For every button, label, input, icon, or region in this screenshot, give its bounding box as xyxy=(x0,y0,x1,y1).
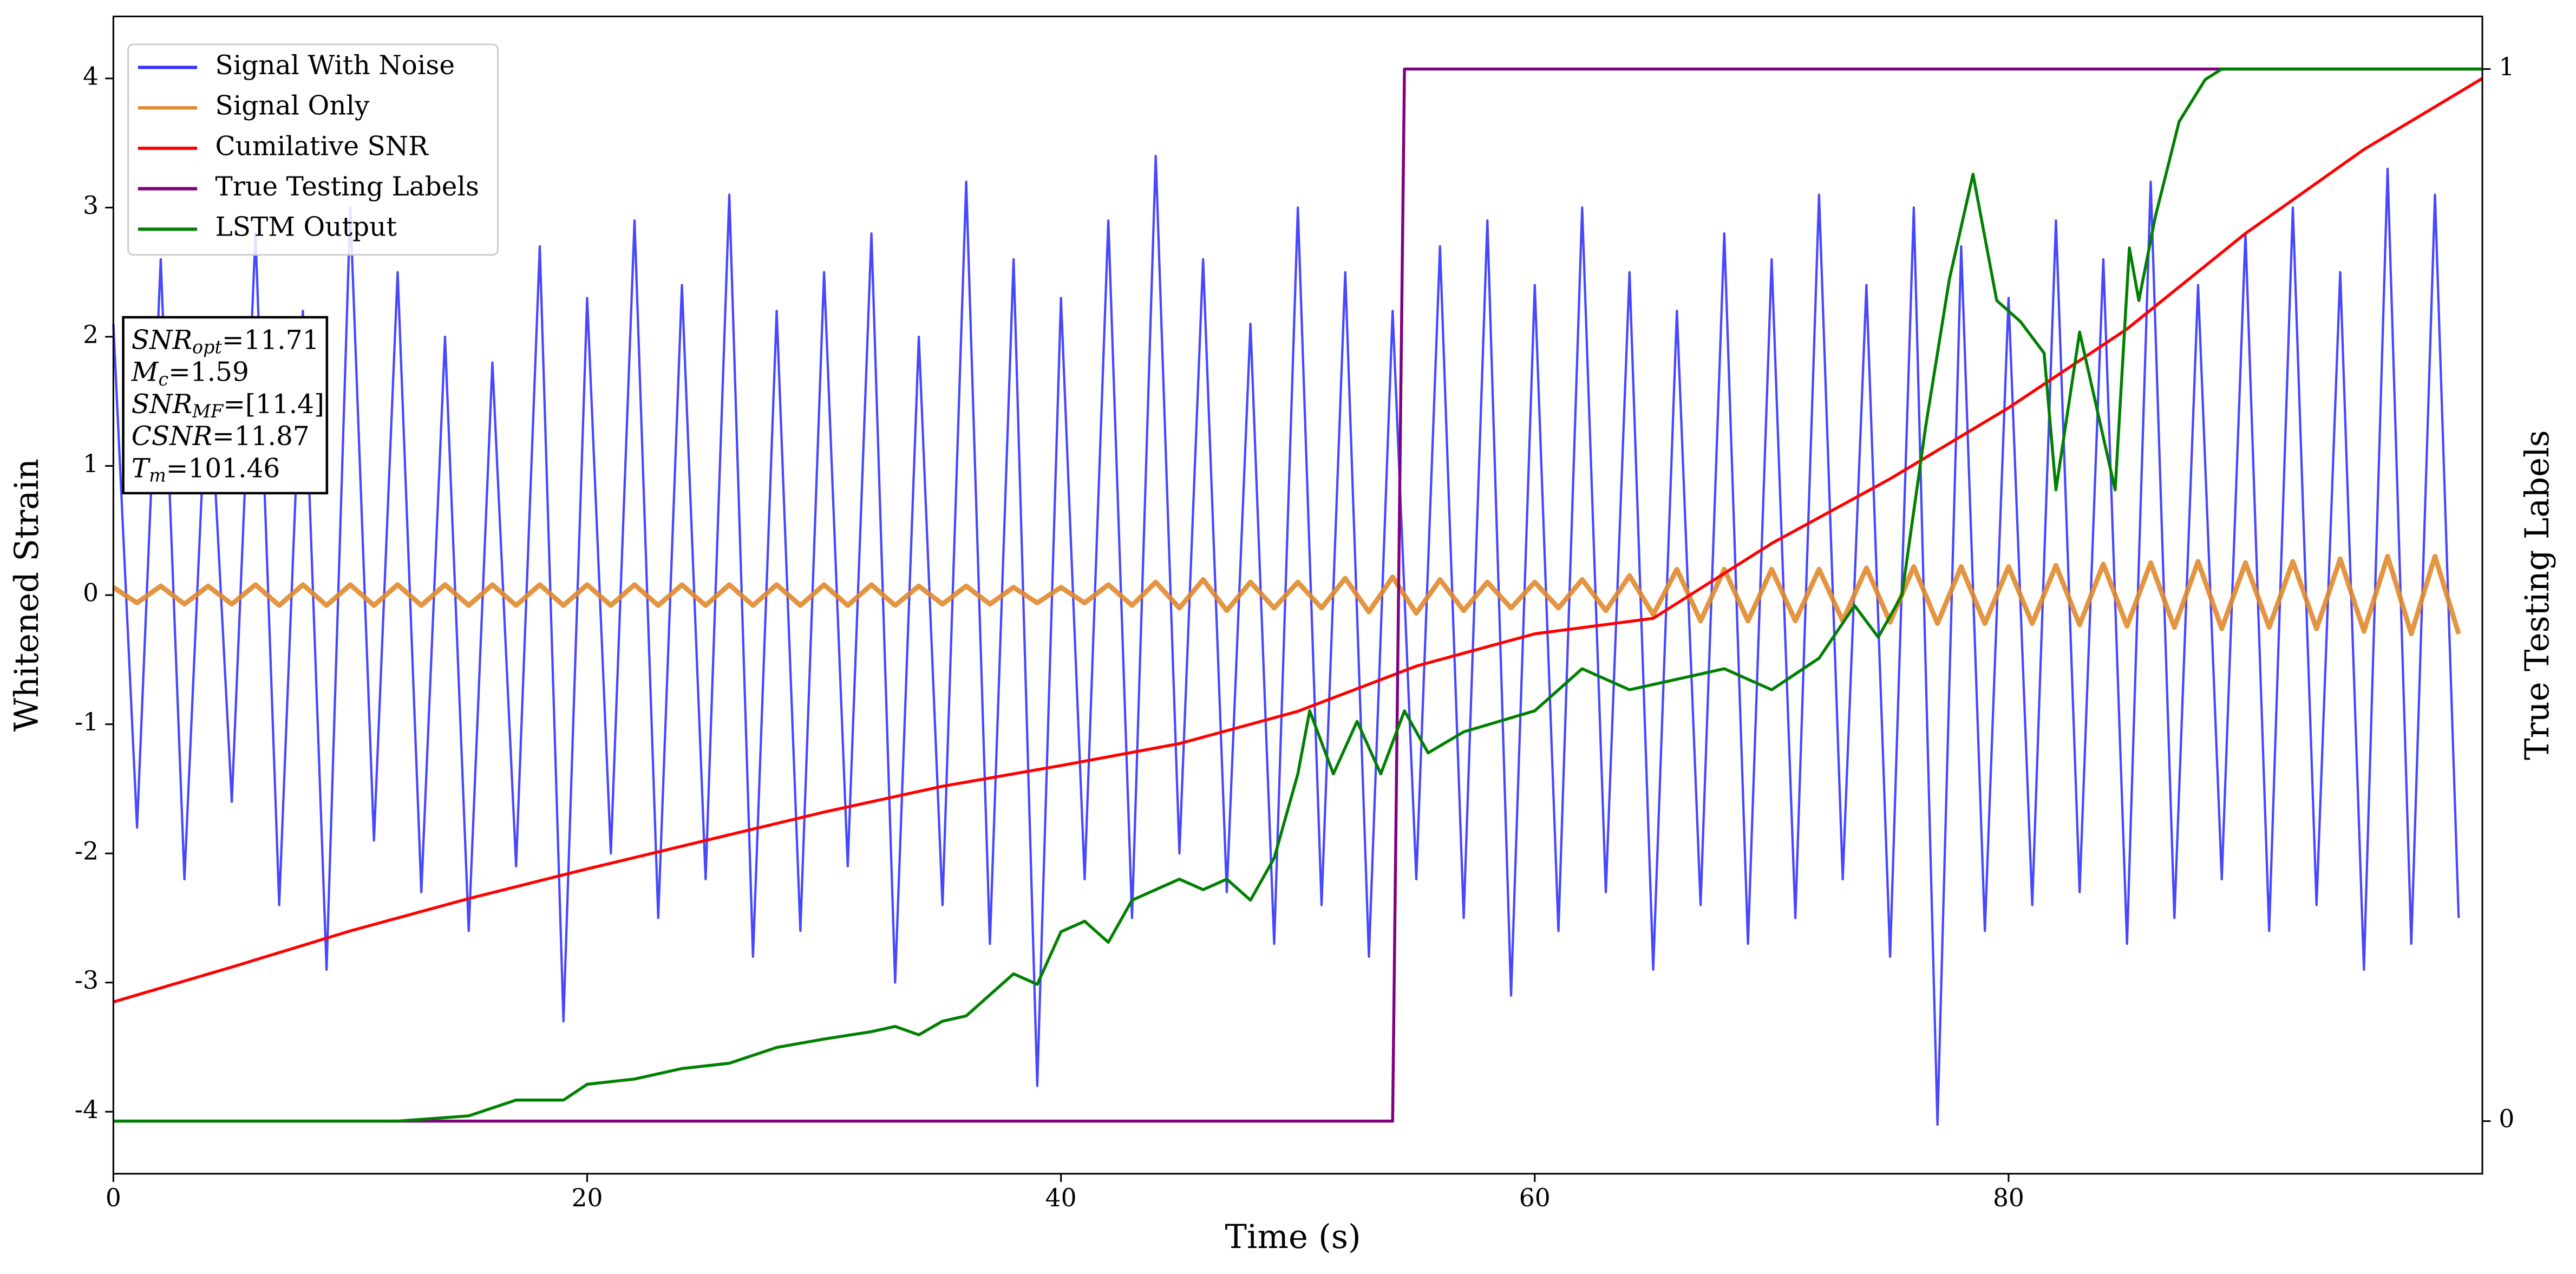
annotation-line: SNRMF=[11.4] xyxy=(132,389,324,422)
legend-label: Signal With Noise xyxy=(215,50,455,81)
legend-label: LSTM Output xyxy=(215,212,397,243)
legend-box xyxy=(127,43,499,256)
annotation-subscript: c xyxy=(158,369,168,390)
annotation-line: SNRopt=11.71 xyxy=(132,325,319,358)
annotation-symbol: M xyxy=(131,357,159,387)
x-tick-label: 60 xyxy=(1519,1184,1551,1212)
annotation-value: =11.71 xyxy=(222,325,319,355)
annotation-subscript: MF xyxy=(192,401,224,422)
annotation-box xyxy=(122,316,329,495)
y-tick-label: 0 xyxy=(83,579,99,607)
annotation-symbol: CSNR xyxy=(132,421,212,452)
annotation-subscript: opt xyxy=(192,337,222,358)
series-line xyxy=(113,77,2483,1004)
y-tick-label: 2 xyxy=(83,320,99,349)
annotation-subscript: m xyxy=(149,465,166,486)
y-tick-label: -1 xyxy=(75,708,99,736)
annotation-line: Mc=1.59 xyxy=(131,357,249,390)
x-tick-label: 40 xyxy=(1045,1184,1077,1212)
annotation-value: =11.87 xyxy=(212,421,310,452)
y-tick-label: 3 xyxy=(83,191,99,220)
legend-label: Signal Only xyxy=(215,91,370,121)
series-line xyxy=(113,67,2483,1123)
y-tick-label: 1 xyxy=(83,449,99,478)
y-tick-label: -4 xyxy=(75,1095,99,1124)
annotation-line: CSNR=11.87 xyxy=(132,421,310,452)
series-line xyxy=(113,67,2483,1123)
x-tick-label: 80 xyxy=(1993,1184,2024,1212)
series-line xyxy=(112,553,2461,637)
annotation-symbol: SNR xyxy=(132,325,192,355)
legend-label: Cumilative SNR xyxy=(215,131,429,161)
annotation-symbol: T xyxy=(132,453,151,484)
annotation: SNRopt=11.71Mc=1.59SNRMF=[11.4]CSNR=11.8… xyxy=(122,316,329,495)
plot-area xyxy=(112,67,2483,1126)
y2-tick-label: 1 xyxy=(2499,53,2514,81)
annotation-value: =[11.4] xyxy=(223,389,324,419)
x-tick-label: 0 xyxy=(106,1184,121,1212)
y-tick-label: -3 xyxy=(75,966,99,995)
series-line xyxy=(112,154,2460,1126)
annotation-value: =1.59 xyxy=(168,357,249,387)
legend: Signal With Noise Signal Only Cumilative S… xyxy=(127,43,499,256)
y-axis-label: Whitened Strain xyxy=(8,459,46,731)
annotation-value: =101.46 xyxy=(166,453,280,484)
x-axis-label: Time (s) xyxy=(1225,1218,1361,1256)
legend-label: True Testing Labels xyxy=(215,172,479,202)
x-tick-label: 20 xyxy=(572,1184,603,1212)
y2-axis-label: True Testing Labels xyxy=(2519,430,2557,760)
y-tick-label: 4 xyxy=(83,62,99,90)
y2-tick-label: 0 xyxy=(2499,1105,2514,1133)
annotation-line: Tm=101.46 xyxy=(132,453,280,486)
y-tick-label: -2 xyxy=(75,837,99,866)
annotation-symbol: SNR xyxy=(132,389,192,419)
